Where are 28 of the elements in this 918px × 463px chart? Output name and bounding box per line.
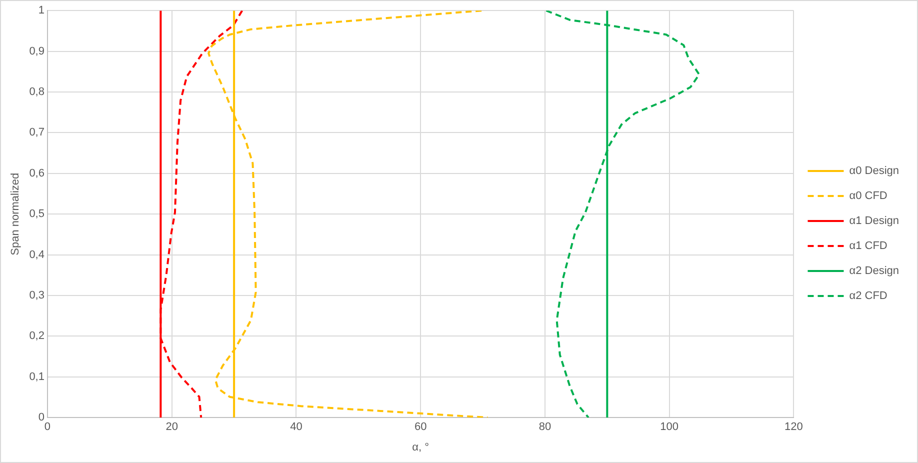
y-tick-label: 0,5	[29, 208, 44, 220]
line-series	[545, 10, 700, 418]
legend-label: α2 CFD	[849, 290, 888, 302]
y-tick-label: 0	[38, 412, 44, 424]
line-series	[160, 10, 244, 418]
y-tick-label: 0,6	[29, 167, 44, 180]
legend-label: α1 Design	[849, 215, 900, 228]
x-tick-label: 80	[538, 421, 552, 434]
legend-label: α2 Design	[849, 265, 900, 278]
y-tick-label: 0,7	[29, 126, 44, 139]
x-tick-label: 120	[784, 421, 803, 434]
y-tick-label: 0,8	[29, 86, 44, 98]
y-tick-label: 1	[38, 4, 44, 17]
y-tick-label: 0,9	[29, 45, 44, 58]
x-axis-title: α, °	[412, 441, 430, 454]
legend-label: α1 CFD	[849, 240, 888, 252]
y-tick-label: 0,4	[29, 248, 44, 261]
x-tick-label: 40	[290, 421, 302, 434]
y-tick-label: 0,2	[29, 330, 44, 342]
y-tick-label: 0,1	[29, 370, 44, 383]
line-series	[208, 10, 489, 418]
legend-label: α0 Design	[849, 165, 900, 178]
y-tick-label: 0,3	[29, 290, 44, 302]
legend-label: α0 CFD	[849, 190, 888, 202]
y-axis-title: Span normalized	[10, 172, 22, 256]
x-tick-label: 100	[660, 421, 679, 434]
x-tick-label: 20	[166, 421, 178, 434]
x-tick-label: 60	[414, 421, 427, 434]
